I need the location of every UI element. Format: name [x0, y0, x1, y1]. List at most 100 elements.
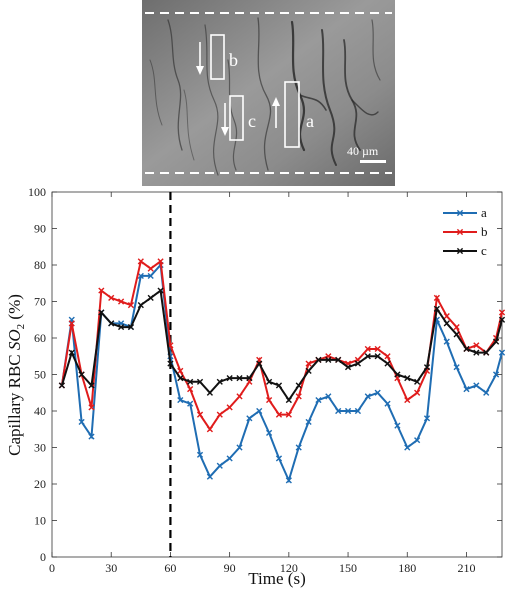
y-tick-label: 80	[34, 258, 46, 272]
data-point-a	[483, 389, 490, 396]
x-tick-label: 90	[224, 561, 236, 575]
data-point-c	[483, 349, 490, 356]
y-tick-label: 90	[34, 222, 46, 236]
data-point-a	[473, 382, 480, 389]
roi-label-c: c	[248, 111, 256, 131]
data-point-c	[404, 375, 411, 382]
x-tick-label: 150	[339, 561, 357, 575]
data-point-a	[236, 444, 243, 451]
data-point-b	[68, 320, 75, 327]
legend-marker-b	[456, 228, 464, 236]
data-point-b	[236, 393, 243, 400]
data-point-b	[275, 411, 283, 418]
y-axis-title: Capillary RBC SO2 (%)	[5, 294, 27, 456]
series-c	[58, 287, 506, 404]
legend-label-c: c	[481, 243, 487, 258]
data-point-b	[157, 258, 164, 265]
data-point-b	[443, 313, 450, 320]
data-point-c	[147, 294, 154, 301]
x-axis-title: Time (s)	[248, 569, 305, 588]
y-tick-label: 60	[34, 331, 46, 345]
data-point-c	[364, 353, 371, 360]
data-point-c	[325, 356, 332, 363]
x-tick-label: 120	[280, 561, 298, 575]
data-point-b	[137, 258, 144, 265]
data-point-c	[117, 323, 125, 331]
y-tick-label: 100	[28, 185, 46, 199]
roi-box-b	[210, 34, 225, 80]
data-point-a	[147, 272, 154, 280]
data-point-b	[433, 294, 440, 301]
data-point-c	[453, 331, 460, 338]
data-point-a	[216, 462, 223, 469]
data-point-c	[246, 375, 253, 382]
data-point-a	[285, 477, 292, 484]
y-tick-label: 0	[40, 550, 46, 564]
roi-label-a: a	[306, 111, 314, 131]
roi-label-b: b	[229, 50, 238, 70]
scale-bar-label: 40 µm	[347, 144, 379, 158]
data-point-a	[325, 393, 332, 400]
data-series	[58, 258, 506, 484]
y-axis-title-sub: 2	[15, 324, 27, 330]
capillary-vessels	[149, 17, 381, 176]
legend-marker-c	[456, 247, 464, 255]
data-point-b	[295, 393, 302, 400]
data-point-c	[78, 371, 85, 378]
series-line-c	[60, 288, 503, 402]
data-point-c	[137, 302, 144, 309]
data-point-a	[315, 396, 322, 404]
data-point-c	[167, 360, 174, 367]
data-point-c	[315, 356, 322, 363]
data-point-a	[305, 418, 312, 426]
data-point-a	[275, 455, 283, 462]
chart: 0 10 20 30 40 50 60 70 80 90 100 0 30 60 90 120 150 180 21…	[5, 185, 506, 588]
data-point-a	[384, 400, 391, 407]
data-point-c	[88, 382, 95, 389]
data-point-b	[147, 265, 154, 272]
data-point-b	[177, 367, 184, 374]
data-point-b	[453, 323, 460, 331]
data-point-a	[414, 437, 421, 444]
x-tick-label: 30	[105, 561, 117, 575]
data-point-c	[295, 382, 302, 389]
legend-label-b: b	[481, 224, 488, 239]
data-point-b	[196, 411, 204, 418]
plot-area	[51, 191, 503, 558]
flow-arrow-c-head	[221, 127, 229, 136]
data-point-c	[177, 375, 184, 382]
data-point-c	[305, 367, 312, 374]
data-point-c	[266, 378, 273, 385]
data-point-a	[206, 473, 213, 480]
x-tick-label: 210	[457, 561, 475, 575]
data-point-c	[226, 375, 233, 382]
data-point-c	[374, 353, 381, 360]
y-axis-title-suffix: (%)	[5, 294, 24, 324]
data-point-c	[256, 360, 263, 367]
y-tick-label: 50	[34, 368, 46, 382]
data-point-a	[453, 364, 460, 371]
data-point-c	[498, 316, 506, 323]
data-point-b	[404, 396, 411, 404]
data-point-c	[236, 375, 243, 382]
data-point-c	[335, 356, 342, 363]
data-point-b	[285, 411, 292, 418]
data-point-b	[384, 353, 391, 360]
data-point-c	[216, 378, 223, 385]
data-point-c	[58, 382, 65, 389]
data-point-a	[88, 433, 95, 440]
data-point-c	[433, 305, 440, 312]
data-point-a	[404, 444, 411, 451]
y-tick-label: 20	[34, 477, 46, 491]
legend-label-a: a	[481, 205, 487, 220]
flow-arrow-a-head	[272, 97, 280, 106]
data-point-c	[275, 382, 283, 389]
data-point-b	[187, 386, 194, 393]
data-point-a	[177, 396, 184, 404]
y-tick-label: 30	[34, 441, 46, 455]
data-point-c	[196, 378, 204, 385]
data-point-c	[157, 287, 164, 294]
data-point-a	[187, 400, 194, 407]
data-point-a	[295, 444, 302, 451]
data-point-a	[423, 415, 431, 422]
